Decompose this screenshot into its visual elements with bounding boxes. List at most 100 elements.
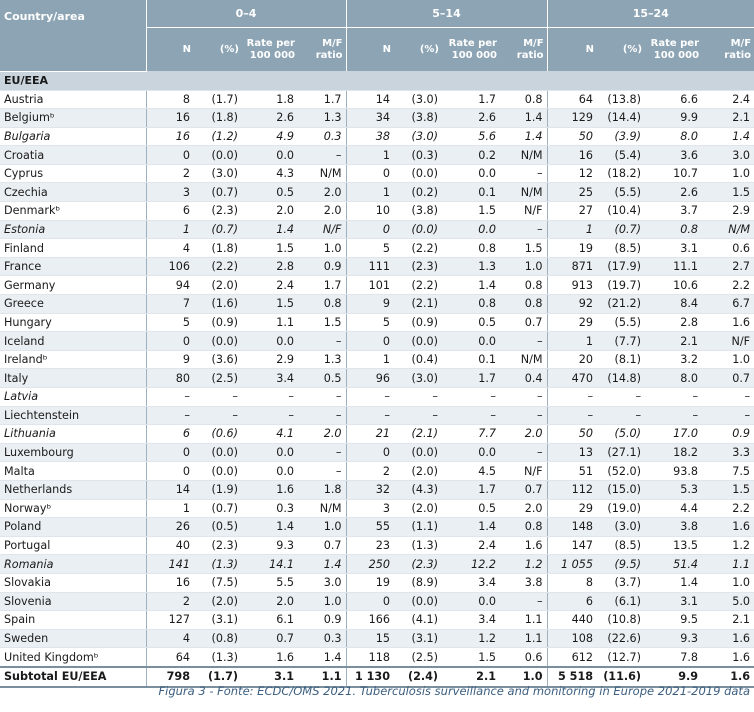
- table-cell: 1.3: [298, 350, 346, 370]
- table-cell: 0.0: [442, 592, 500, 612]
- table-cell: 0.0: [242, 443, 298, 463]
- table-cell: 3.7: [645, 201, 703, 221]
- table-cell: 25: [546, 182, 598, 203]
- table-cell: (6.1): [597, 592, 646, 612]
- subheader-pct: (%): [194, 27, 242, 71]
- table-cell: –: [442, 406, 500, 426]
- table-cell: 1 055: [546, 554, 598, 574]
- table-cell: 7.8: [645, 647, 703, 668]
- table-cell: –: [500, 387, 548, 407]
- subheader-mf: M/F ratio: [500, 27, 548, 71]
- table-cell: (2.3): [394, 257, 442, 277]
- table-row: Malta 0 (0.0) 0.0–2 (2.0) 4.5 N/F 51 (52.0) 93.8 7…: [0, 461, 754, 481]
- table-cell: (0.0): [194, 145, 242, 165]
- table-cell: 2.9: [702, 201, 754, 221]
- table-cell: 5 518: [546, 665, 598, 688]
- table-cell: 2.1: [442, 665, 500, 688]
- group-header-15-24: 15–24: [546, 0, 754, 28]
- table-cell: 16: [145, 573, 194, 593]
- table-row: Bulgaria 16 (1.2) 4.9 0.3 38 (3.0) 5.6 1.4 50 (3.9…: [0, 127, 754, 147]
- table-cell: (5.5): [597, 313, 646, 333]
- table-cell: 1.4: [442, 275, 500, 296]
- table-cell: 127: [145, 610, 194, 630]
- subheader-n: N: [546, 27, 598, 71]
- table-row: Finland 4 (1.8) 1.5 1.0 5 (2.2) 0.8 1.5 19 (8.5) 3.…: [0, 238, 754, 258]
- table-cell: (3.0): [394, 90, 442, 110]
- table-cell: 1: [145, 499, 194, 519]
- country-name: Norwayᵇ: [0, 499, 146, 519]
- country-name: Romania: [0, 554, 146, 574]
- table-cell: 1.0: [298, 592, 346, 612]
- table-cell: (0.0): [394, 443, 442, 463]
- table-cell: 4.4: [645, 499, 703, 519]
- table-cell: 19: [546, 238, 598, 258]
- table-cell: 1.4: [442, 517, 500, 537]
- table-cell: 80: [145, 368, 194, 388]
- table-cell: (3.8): [394, 108, 442, 128]
- table-cell: 1.0: [298, 517, 346, 537]
- table-cell: 1.4: [702, 127, 754, 147]
- table-cell: 0.8: [500, 90, 548, 110]
- table-cell: N/F: [500, 201, 548, 221]
- table-cell: 0: [345, 592, 394, 612]
- table-cell: 3.8: [645, 517, 703, 537]
- table-cell: (2.0): [394, 499, 442, 519]
- table-cell: 2.8: [242, 257, 298, 277]
- table-cell: (3.0): [597, 517, 646, 537]
- table-cell: 0.5: [242, 182, 298, 203]
- table-cell: 1: [345, 350, 394, 370]
- table-cell: (1.7): [194, 90, 242, 110]
- table-cell: 2.7: [702, 257, 754, 277]
- table-cell: 6.7: [702, 294, 754, 314]
- table-cell: 2.0: [298, 201, 346, 221]
- table-cell: 29: [546, 313, 598, 333]
- table-cell: (0.7): [597, 220, 646, 240]
- table-cell: 1.3: [298, 108, 346, 128]
- table-cell: 3.4: [442, 573, 500, 593]
- table-cell: (1.3): [194, 647, 242, 668]
- table-cell: –: [298, 387, 346, 407]
- subheader-mf: M/F ratio: [298, 27, 346, 71]
- table-row: Belgiumᵇ 16 (1.8) 2.6 1.3 34 (3.8) 2.6 1.4 129 (14…: [0, 108, 754, 128]
- table-cell: (21.2): [597, 294, 646, 314]
- table-cell: 0.0: [242, 461, 298, 481]
- table-cell: 440: [546, 610, 598, 630]
- group-header-0-4: 0–4: [145, 0, 346, 28]
- country-name: Irelandᵇ: [0, 350, 146, 370]
- table-cell: (2.1): [394, 424, 442, 444]
- table-cell: (2.3): [194, 201, 242, 221]
- table-cell: 23: [345, 536, 394, 556]
- table-cell: (2.0): [194, 592, 242, 612]
- table-cell: N/M: [500, 182, 548, 203]
- table-cell: –: [145, 406, 194, 426]
- table-cell: 16: [145, 127, 194, 147]
- table-cell: (2.3): [394, 554, 442, 574]
- table-row: Irelandᵇ 9 (3.6) 2.9 1.3 1 (0.4) 0.1 N/M 20 (8.1) 3…: [0, 350, 754, 370]
- table-cell: 1.7: [442, 368, 500, 388]
- table-cell: 0.0: [442, 331, 500, 351]
- section-row: EU/EEA: [0, 71, 754, 91]
- table-cell: 3.4: [442, 610, 500, 630]
- table-cell: 9.9: [645, 665, 703, 688]
- table-cell: (0.5): [194, 517, 242, 537]
- table-cell: 1.2: [702, 536, 754, 556]
- table-cell: (2.5): [194, 368, 242, 388]
- table-cell: 17.0: [645, 424, 703, 444]
- table-cell: N/F: [298, 220, 346, 240]
- table-cell: 147: [546, 536, 598, 556]
- table-cell: 1.1: [500, 629, 548, 649]
- figure-caption: Figura 3 - Fonte: ECDC/OMS 2021. Tubercu…: [158, 684, 750, 698]
- table-cell: 40: [145, 536, 194, 556]
- table-cell: 1.5: [442, 647, 500, 668]
- table-cell: –: [242, 406, 298, 426]
- country-name: Belgiumᵇ: [0, 108, 146, 128]
- country-name: Bulgaria: [0, 127, 146, 147]
- table-cell: (14.4): [597, 108, 646, 128]
- table-cell: (52.0): [597, 461, 646, 481]
- table-cell: N/F: [500, 461, 548, 481]
- table-cell: N/M: [500, 145, 548, 165]
- table-cell: (2.1): [394, 294, 442, 314]
- table-cell: –: [145, 387, 194, 407]
- table-cell: 1.0: [702, 573, 754, 593]
- table-cell: (5.4): [597, 145, 646, 165]
